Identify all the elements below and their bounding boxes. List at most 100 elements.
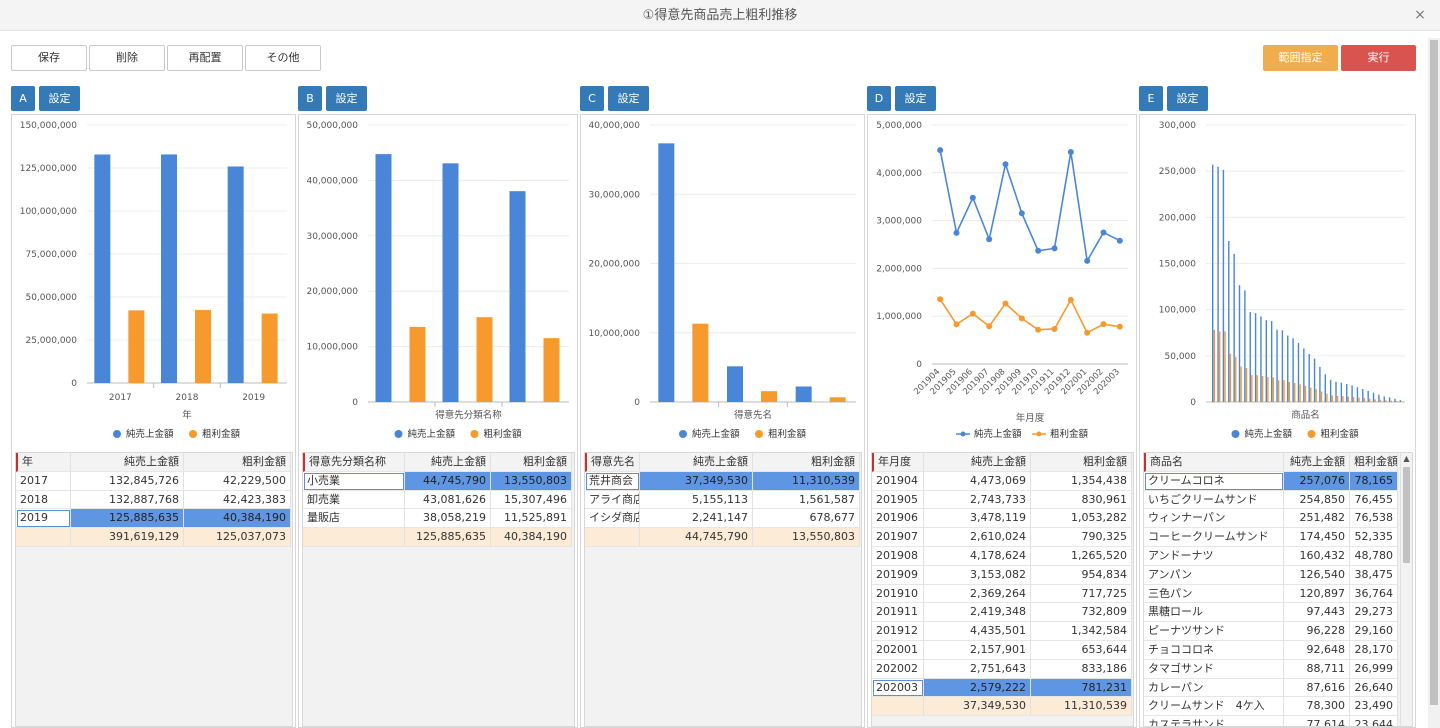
rearrange-button[interactable]: 再配置 bbox=[167, 45, 243, 71]
settings-button[interactable]: 設定 bbox=[1167, 86, 1208, 111]
table-row[interactable]: 卸売業 43,081,626 15,307,496 bbox=[303, 490, 574, 510]
table-row[interactable]: アンドーナツ 160,432 48,780 bbox=[1144, 546, 1412, 566]
column-header[interactable]: 商品名 bbox=[1144, 453, 1284, 472]
table-row[interactable]: アンパン 126,540 38,475 bbox=[1144, 565, 1412, 585]
table-row[interactable]: コーヒークリームサンド 174,450 52,335 bbox=[1144, 528, 1412, 547]
data-table-b[interactable]: 得意先分類名称 純売上金額 粗利金額 小売業 44,745,790 13,550,803 卸… bbox=[302, 452, 575, 727]
table-cell: 23,490 bbox=[1350, 697, 1398, 717]
table-cell: 2,241,147 bbox=[640, 509, 753, 529]
table-cell: 257,076 bbox=[1284, 471, 1350, 491]
table-row[interactable]: 201912 4,435,501 1,342,584 bbox=[872, 622, 1133, 641]
column-header[interactable]: 粗利金額 bbox=[1031, 453, 1132, 472]
column-header[interactable]: 年月度 bbox=[872, 453, 924, 472]
profit-point bbox=[1084, 329, 1091, 336]
table-row[interactable]: 2017 132,845,726 42,229,500 bbox=[16, 471, 292, 491]
table-total-row[interactable]: 391,619,129 125,037,073 bbox=[16, 528, 292, 547]
column-header[interactable]: 得意先名 bbox=[585, 453, 640, 472]
y-tick-label: 150,000 bbox=[1159, 260, 1196, 270]
profit-bar bbox=[1256, 375, 1258, 402]
column-header[interactable]: 純売上金額 bbox=[71, 453, 184, 472]
column-header[interactable]: 純売上金額 bbox=[1284, 453, 1350, 472]
page-scroll-thumb[interactable] bbox=[1430, 40, 1438, 705]
table-cell: カレーパン bbox=[1144, 678, 1284, 698]
table-row[interactable]: チョココロネ 92,648 28,170 bbox=[1144, 640, 1412, 660]
scroll-up-icon[interactable]: ▲ bbox=[1403, 454, 1410, 463]
table-row[interactable]: タマゴサンド 88,711 26,999 bbox=[1144, 659, 1412, 679]
y-tick-label: 300,000 bbox=[1159, 121, 1196, 131]
settings-button[interactable]: 設定 bbox=[39, 86, 80, 111]
x-axis-label: 年月度 bbox=[1016, 412, 1045, 424]
table-total-row[interactable]: 125,885,635 40,384,190 bbox=[303, 528, 574, 547]
settings-button[interactable]: 設定 bbox=[895, 86, 936, 111]
page-scrollbar[interactable] bbox=[1428, 38, 1440, 728]
table-row[interactable]: 201911 2,419,348 732,809 bbox=[872, 603, 1133, 623]
column-header[interactable]: 純売上金額 bbox=[924, 453, 1031, 472]
data-table-d[interactable]: 年月度 純売上金額 粗利金額 201904 4,473,069 1,354,438 2019… bbox=[871, 452, 1134, 727]
table-row[interactable]: 201906 3,478,119 1,053,282 bbox=[872, 509, 1133, 529]
table-row[interactable]: 202003 2,579,222 781,231 bbox=[872, 678, 1133, 698]
column-header[interactable]: 純売上金額 bbox=[640, 453, 753, 472]
table-row[interactable]: 202002 2,751,643 833,186 bbox=[872, 659, 1133, 679]
table-total-row[interactable]: 44,745,790 13,550,803 bbox=[585, 528, 861, 547]
sales-bar bbox=[1346, 383, 1348, 402]
legend-sales-label: 純売上金額 bbox=[1245, 428, 1293, 440]
run-button[interactable]: 実行 bbox=[1341, 45, 1416, 71]
data-table-e[interactable]: ▲ 商品名 純売上金額 粗利金額 クリームコロネ 257,076 78,165 いちごクリー… bbox=[1143, 452, 1413, 727]
table-cell: 15,307,496 bbox=[491, 490, 572, 510]
table-row[interactable]: 201905 2,743,733 830,961 bbox=[872, 490, 1133, 510]
data-table-a[interactable]: 年純売上金額 粗利金額 2017 132,845,726 42,229,500 2018 1… bbox=[15, 452, 293, 727]
settings-button[interactable]: 設定 bbox=[326, 86, 367, 111]
table-row[interactable]: カステラサンド 77,614 23,644 bbox=[1144, 716, 1412, 726]
other-button[interactable]: その他 bbox=[245, 45, 321, 71]
table-cell: 97,443 bbox=[1284, 603, 1350, 623]
table-row[interactable]: 201910 2,369,264 717,725 bbox=[872, 584, 1133, 604]
table-row[interactable]: 量販店 38,058,219 11,525,891 bbox=[303, 509, 574, 529]
panel-tag: D bbox=[867, 86, 891, 111]
table-total-row[interactable]: 37,349,530 11,310,539 bbox=[872, 697, 1133, 717]
table-row[interactable]: 201909 3,153,082 954,834 bbox=[872, 565, 1133, 585]
table-cell: 174,450 bbox=[1284, 528, 1350, 547]
delete-button[interactable]: 削除 bbox=[89, 45, 165, 71]
table-row[interactable]: イシダ商店 2,241,147 678,677 bbox=[585, 509, 861, 529]
data-table-c[interactable]: 得意先名 純売上金額 粗利金額 荒井商会 37,349,530 11,310,539 アライ… bbox=[584, 452, 862, 727]
table-row[interactable]: ピーナツサンド 96,228 29,160 bbox=[1144, 622, 1412, 641]
column-header[interactable]: 得意先分類名称 bbox=[303, 453, 405, 472]
table-row[interactable]: カレーパン 87,616 26,640 bbox=[1144, 678, 1412, 698]
table-cell: 4,473,069 bbox=[924, 471, 1031, 491]
table-row[interactable]: クリームサンド 4ケ入 78,300 23,490 bbox=[1144, 697, 1412, 717]
table-row[interactable]: ウィンナーパン 251,482 76,538 bbox=[1144, 509, 1412, 529]
window-titlebar: ①得意先商品売上粗利推移 × bbox=[0, 0, 1440, 31]
table-row[interactable]: アライ商店 5,155,113 1,561,587 bbox=[585, 490, 861, 510]
table-row[interactable]: 2019 125,885,635 40,384,190 bbox=[16, 509, 292, 529]
table-cell: 2,743,733 bbox=[924, 490, 1031, 510]
save-button[interactable]: 保存 bbox=[11, 45, 87, 71]
table-row[interactable]: いちごクリームサンド 254,850 76,455 bbox=[1144, 490, 1412, 510]
range-button[interactable]: 範囲指定 bbox=[1263, 45, 1338, 71]
column-header[interactable]: 粗利金額 bbox=[753, 453, 860, 472]
table-row[interactable]: 荒井商会 37,349,530 11,310,539 bbox=[585, 471, 861, 491]
profit-bar bbox=[1294, 382, 1296, 402]
table-cell: 201905 bbox=[872, 490, 924, 510]
close-icon[interactable]: × bbox=[1414, 7, 1426, 23]
column-header[interactable]: 年 bbox=[16, 453, 71, 472]
table-row[interactable]: 201907 2,610,024 790,325 bbox=[872, 528, 1133, 547]
table-row[interactable]: クリームコロネ 257,076 78,165 bbox=[1144, 471, 1412, 491]
table-scrollbar[interactable]: ▲ bbox=[1400, 453, 1412, 726]
table-row[interactable]: 三色パン 120,897 36,764 bbox=[1144, 584, 1412, 604]
column-header[interactable]: 粗利金額 bbox=[1350, 453, 1398, 472]
column-header[interactable]: 粗利金額 bbox=[184, 453, 291, 472]
sales-bar bbox=[658, 143, 675, 403]
table-row[interactable]: 黒糖ロール 97,443 29,273 bbox=[1144, 603, 1412, 623]
column-header[interactable]: 純売上金額 bbox=[405, 453, 491, 472]
column-header[interactable]: 粗利金額 bbox=[491, 453, 572, 472]
table-row[interactable]: 小売業 44,745,790 13,550,803 bbox=[303, 471, 574, 491]
table-row[interactable]: 201908 4,178,624 1,265,520 bbox=[872, 546, 1133, 566]
y-tick-label: 100,000,000 bbox=[20, 207, 78, 217]
scroll-thumb[interactable] bbox=[1403, 467, 1410, 563]
table-row[interactable]: 201904 4,473,069 1,354,438 bbox=[872, 471, 1133, 491]
table-row[interactable]: 202001 2,157,901 653,644 bbox=[872, 640, 1133, 660]
settings-button[interactable]: 設定 bbox=[608, 86, 649, 111]
table-row[interactable]: 2018 132,887,768 42,423,383 bbox=[16, 490, 292, 510]
profit-bar bbox=[1261, 375, 1264, 402]
table-cell: 120,897 bbox=[1284, 584, 1350, 604]
